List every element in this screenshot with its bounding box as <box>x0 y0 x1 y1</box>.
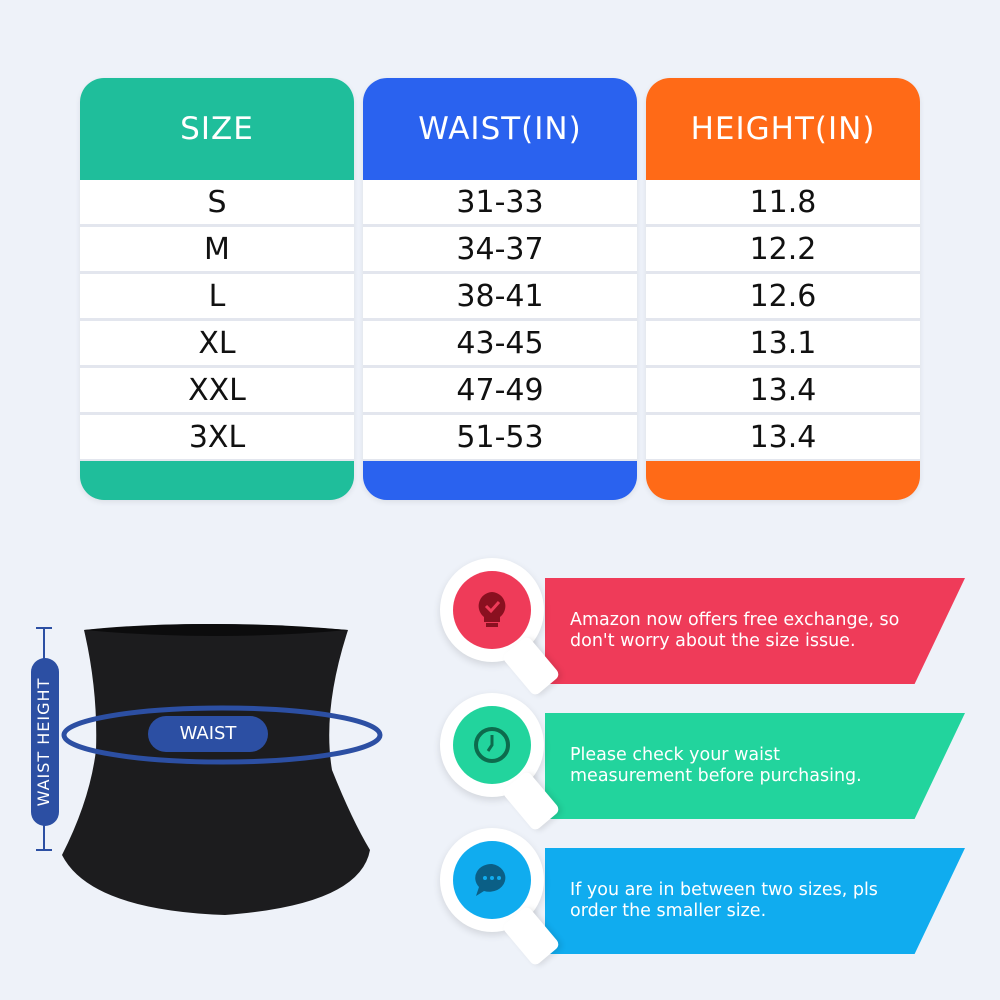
clock-icon <box>453 706 531 784</box>
table-cell: S <box>80 180 354 226</box>
table-cell: M <box>80 227 354 273</box>
chat-bubble-icon <box>453 841 531 919</box>
table-cell: 12.6 <box>646 274 920 320</box>
tip-icon-bubble <box>440 693 561 832</box>
column-header: HEIGHT(IN) <box>690 111 876 147</box>
table-cell: 47-49 <box>363 368 637 414</box>
tip-banner: Please check your waist measurement befo… <box>545 713 965 819</box>
table-cell: 51-53 <box>363 415 637 461</box>
tip-icon-bubble <box>440 558 561 697</box>
table-cell: 43-45 <box>363 321 637 367</box>
table-cell: 13.4 <box>646 368 920 414</box>
waist-height-label: WAIST HEIGHT <box>34 677 53 807</box>
waist-trainer-diagram <box>31 624 383 915</box>
table-cell: 34-37 <box>363 227 637 273</box>
tip-text: Amazon now offers free exchange, so don'… <box>570 610 900 651</box>
column-size: SIZE S M L XL XXL 3XL <box>80 78 354 500</box>
column-waist: WAIST(IN) 31-33 34-37 38-41 43-45 47-49 51-53 <box>363 78 637 500</box>
waist-trainer-image <box>62 624 370 915</box>
table-cell: XL <box>80 321 354 367</box>
table-cell: 11.8 <box>646 180 920 226</box>
table-cell: 13.4 <box>646 415 920 461</box>
table-cell: 13.1 <box>646 321 920 367</box>
table-cell: 12.2 <box>646 227 920 273</box>
column-height: HEIGHT(IN) 11.8 12.2 12.6 13.1 13.4 13.4 <box>646 78 920 500</box>
column-header: SIZE <box>180 111 254 147</box>
lightbulb-check-icon <box>453 571 531 649</box>
table-cell: XXL <box>80 368 354 414</box>
table-cell: 3XL <box>80 415 354 461</box>
tip-banner: Amazon now offers free exchange, so don'… <box>545 578 965 684</box>
tip-text: Please check your waist measurement befo… <box>570 745 862 786</box>
tip-text: If you are in between two sizes, pls ord… <box>570 880 878 921</box>
table-cell: 38-41 <box>363 274 637 320</box>
table-cell: L <box>80 274 354 320</box>
tip-banner: If you are in between two sizes, pls ord… <box>545 848 965 954</box>
table-cell: 31-33 <box>363 180 637 226</box>
tip-icon-bubble <box>440 828 561 967</box>
waist-label: WAIST <box>179 723 237 744</box>
column-header: WAIST(IN) <box>418 111 582 147</box>
